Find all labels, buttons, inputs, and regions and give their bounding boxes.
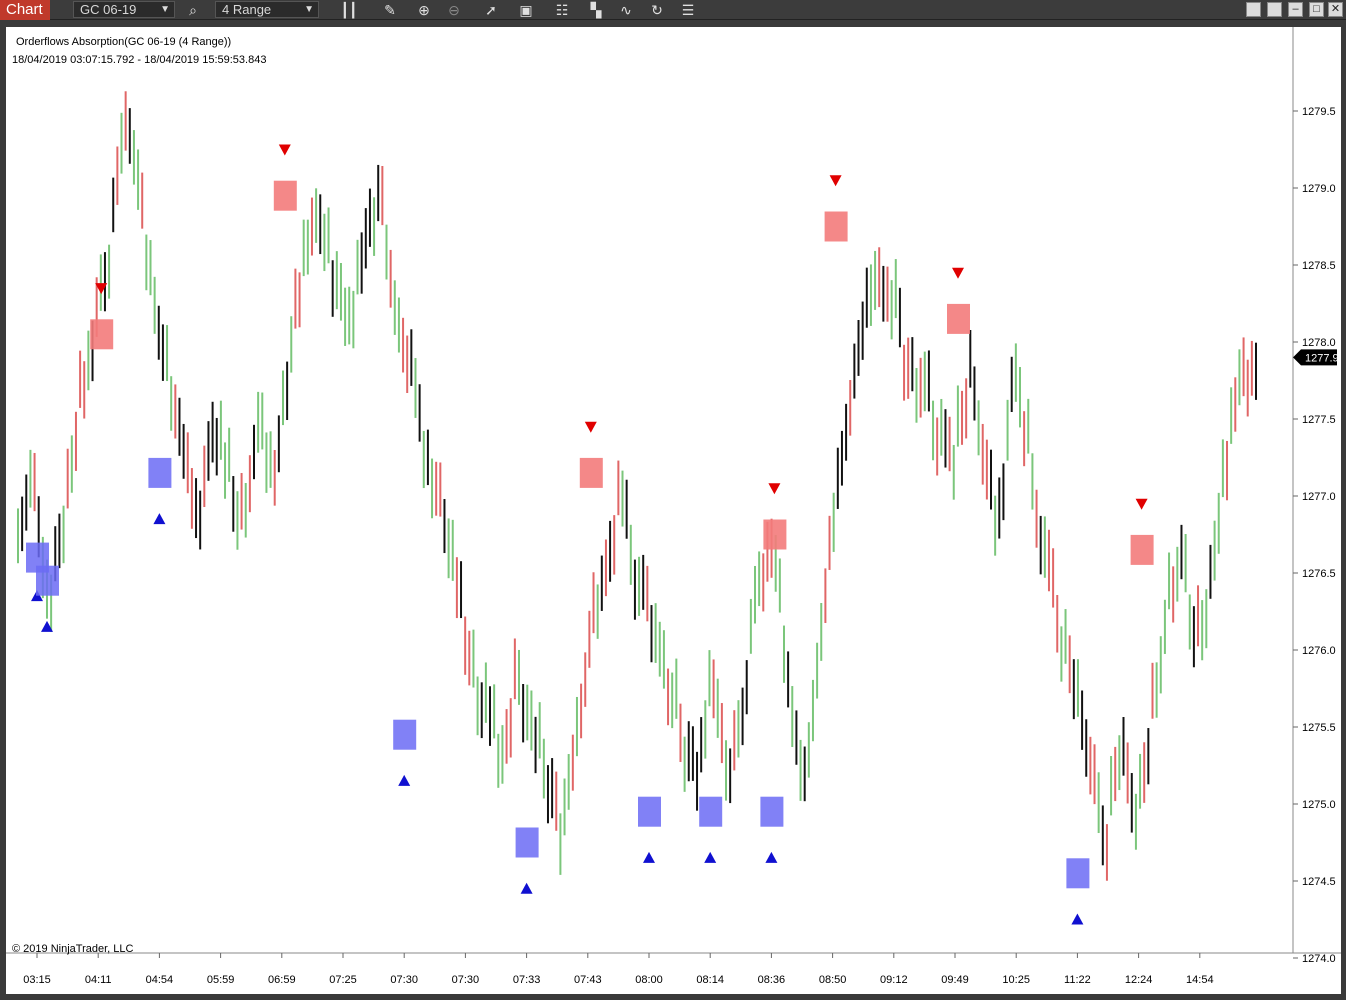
indicators-icon[interactable]: ▚ bbox=[590, 2, 602, 18]
drawing-icon[interactable]: ∿ bbox=[620, 2, 632, 18]
sell-signal-arrow bbox=[278, 144, 291, 156]
time-tick-label: 04:11 bbox=[85, 974, 112, 986]
buy-absorption-box bbox=[515, 827, 539, 858]
close-icon[interactable]: ✕ bbox=[1328, 2, 1343, 17]
buy-signal-arrow bbox=[704, 851, 717, 863]
price-tick-label: 1274.0 bbox=[1302, 953, 1336, 965]
buy-signal-arrow bbox=[520, 882, 533, 894]
sell-signal-arrow bbox=[952, 267, 964, 279]
sell-signal-arrow bbox=[768, 483, 781, 495]
price-tick-label: 1278.0 bbox=[1302, 337, 1336, 349]
time-tick-label: 07:43 bbox=[574, 974, 602, 986]
buy-signal-arrow bbox=[1071, 913, 1084, 925]
tile-alt-icon[interactable] bbox=[1267, 2, 1282, 17]
sell-absorption-box bbox=[579, 457, 603, 488]
time-tick-label: 09:49 bbox=[941, 974, 969, 986]
price-tick-label: 1279.0 bbox=[1302, 183, 1336, 195]
search-icon[interactable]: ⌕ bbox=[189, 2, 197, 18]
buy-absorption-box bbox=[393, 719, 417, 750]
buy-signal-arrow bbox=[765, 851, 778, 863]
instrument-selector[interactable]: GC 06-19 ▼ bbox=[73, 1, 175, 18]
sell-absorption-box bbox=[273, 180, 297, 211]
buy-signal-arrow bbox=[643, 851, 655, 863]
time-tick-label: 05:59 bbox=[207, 974, 235, 986]
buy-absorption-box bbox=[638, 796, 661, 827]
sell-signal-arrow bbox=[584, 421, 597, 433]
time-tick-label: 08:14 bbox=[696, 974, 724, 986]
interval-selector[interactable]: 4 Range ▼ bbox=[215, 1, 319, 18]
sell-absorption-box bbox=[824, 211, 848, 242]
time-tick-label: 07:30 bbox=[452, 974, 480, 986]
copyright-label: © 2019 NinjaTrader, LLC bbox=[12, 943, 134, 955]
price-tick-label: 1278.5 bbox=[1302, 260, 1336, 272]
pencil-icon[interactable]: ✎ bbox=[384, 2, 396, 18]
data-box-icon[interactable]: ▣ bbox=[519, 2, 533, 18]
buy-signal-arrow bbox=[41, 620, 53, 632]
interval-label: 4 Range bbox=[222, 2, 272, 17]
buy-signal-arrow bbox=[398, 774, 411, 786]
price-tick-label: 1275.0 bbox=[1302, 799, 1336, 811]
price-tick-label: 1276.5 bbox=[1302, 568, 1336, 580]
sell-absorption-box bbox=[90, 319, 114, 350]
strategies-icon[interactable]: ☷ bbox=[555, 2, 569, 18]
price-tick-label: 1276.0 bbox=[1302, 645, 1336, 657]
last-price-marker bbox=[1293, 349, 1337, 366]
chart-tab[interactable]: Chart bbox=[0, 0, 50, 20]
zoom-out-icon[interactable]: ⊖ bbox=[448, 2, 460, 18]
sell-signal-arrow bbox=[829, 175, 842, 187]
time-tick-label: 06:59 bbox=[268, 974, 296, 986]
sell-absorption-box bbox=[1130, 534, 1154, 565]
price-chart[interactable]: 1279.5 1279.0 1278.5 1278.0 1277.5 1277.0 1276… bbox=[6, 27, 1341, 994]
bar-type-icon[interactable]: ┃┃ bbox=[340, 2, 358, 18]
time-tick-label: 04:54 bbox=[146, 974, 174, 986]
chevron-down-icon: ▼ bbox=[160, 4, 170, 15]
tile-icon[interactable] bbox=[1246, 2, 1261, 17]
chart-panel[interactable]: 1279.5 1279.0 1278.5 1278.0 1277.5 1277.0 1276… bbox=[6, 27, 1341, 994]
zoom-in-icon[interactable]: ⊕ bbox=[418, 2, 430, 18]
refresh-icon[interactable]: ↻ bbox=[651, 2, 663, 18]
properties-icon[interactable]: ☰ bbox=[681, 2, 695, 18]
time-tick-label: 07:30 bbox=[390, 974, 418, 986]
price-tick-label: 1275.5 bbox=[1302, 722, 1336, 734]
last-price-label: 1277.9 bbox=[1305, 352, 1339, 364]
sell-signal-arrow bbox=[1135, 498, 1148, 510]
instrument-label: GC 06-19 bbox=[80, 2, 137, 17]
time-tick-label: 07:25 bbox=[329, 974, 357, 986]
time-tick-label: 08:36 bbox=[758, 974, 786, 986]
buy-absorption-box bbox=[148, 457, 172, 488]
buy-signal-arrow bbox=[153, 513, 166, 525]
chevron-down-icon: ▼ bbox=[304, 4, 314, 15]
price-tick-label: 1277.5 bbox=[1302, 414, 1336, 426]
time-tick-label: 10:25 bbox=[1002, 974, 1030, 986]
time-tick-label: 09:12 bbox=[880, 974, 908, 986]
time-tick-label: 12:24 bbox=[1125, 974, 1153, 986]
sell-absorption-box bbox=[763, 519, 787, 550]
time-tick-label: 14:54 bbox=[1186, 974, 1214, 986]
time-tick-label: 03:15 bbox=[23, 974, 51, 986]
buy-absorption-box bbox=[760, 796, 784, 827]
date-range-label: 18/04/2019 03:07:15.792 - 18/04/2019 15:… bbox=[12, 54, 267, 66]
buy-absorption-box bbox=[26, 542, 49, 573]
buy-absorption-box bbox=[699, 796, 723, 827]
sell-absorption-box bbox=[947, 303, 970, 334]
pointer-icon[interactable]: ➚ bbox=[485, 2, 497, 18]
price-tick-label: 1274.5 bbox=[1302, 876, 1336, 888]
time-tick-label: 07:33 bbox=[513, 974, 541, 986]
price-tick-label: 1279.5 bbox=[1302, 106, 1336, 118]
buy-absorption-box bbox=[1066, 858, 1090, 889]
indicator-label: Orderflows Absorption(GC 06-19 (4 Range)… bbox=[16, 36, 232, 48]
minimize-icon[interactable]: – bbox=[1288, 2, 1303, 17]
time-tick-label: 11:22 bbox=[1064, 974, 1091, 986]
sell-signal-arrow bbox=[95, 283, 108, 295]
maximize-icon[interactable]: □ bbox=[1309, 2, 1324, 17]
chart-toolbar: Chart GC 06-19 ▼ ⌕ 4 Range ▼ ┃┃ ✎ ⊕ ⊖ ➚ … bbox=[0, 0, 1346, 20]
price-tick-label: 1277.0 bbox=[1302, 491, 1336, 503]
buy-absorption-box bbox=[36, 565, 59, 596]
time-tick-label: 08:00 bbox=[635, 974, 663, 986]
time-tick-label: 08:50 bbox=[819, 974, 847, 986]
